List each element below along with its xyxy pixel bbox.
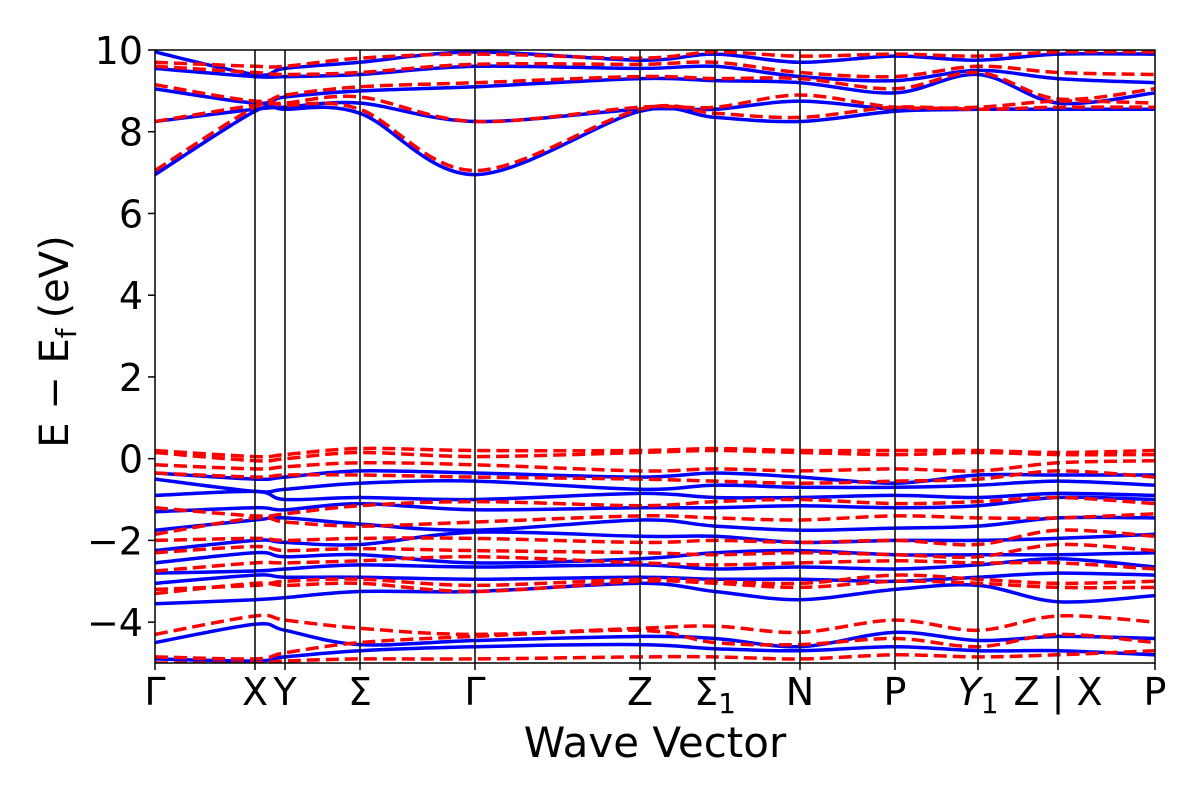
x-tick-label-5: Z (627, 670, 653, 714)
solid-band-line-16 (155, 642, 1155, 663)
x-tick-label-4: Γ (464, 670, 485, 714)
x-tick-label-11: P (1144, 670, 1167, 714)
y-tick-label: 8 (119, 111, 143, 155)
dashed-band-line-1 (155, 93, 1155, 124)
y-tick-label: 2 (119, 356, 143, 400)
dashed-band-line-7 (155, 458, 1155, 473)
x-tick-label-7: N (786, 670, 814, 714)
solid-band-line-0 (155, 104, 1155, 177)
x-tick-label-8: P (884, 670, 907, 714)
dashed-band-line-12 (155, 542, 1155, 559)
y-tick-label: 0 (119, 438, 143, 482)
x-tick-label-2: Y (272, 670, 297, 714)
plot-frame (154, 49, 1156, 664)
y-tick-label: 6 (119, 192, 143, 236)
y-axis-title: E − Ef (eV) (32, 235, 83, 448)
x-tick-label-10: Z | X (1013, 670, 1102, 715)
y-tick-label: 4 (119, 274, 143, 318)
dashed-band-line-11 (155, 528, 1155, 547)
x-tick-label-0: Γ (144, 670, 165, 714)
x-axis-ticks: Γ X Y Σ Γ Z Σ1 N P Y1 Z | X P (144, 663, 1166, 720)
dashed-band-line-6 (155, 448, 1155, 463)
solid-band-line-12 (155, 557, 1155, 575)
y-axis-title-subscript: f (50, 327, 83, 338)
y-tick-label: −2 (87, 519, 143, 563)
x-axis-title: Wave Vector (524, 718, 787, 767)
y-axis-ticks: −4 −2 0 2 4 6 8 10 (87, 29, 155, 645)
kpoint-divider-lines (254, 50, 1059, 663)
solid-band-line-14 (155, 581, 1155, 606)
bands-layer (155, 50, 1155, 663)
dashed-band-line-16 (155, 613, 1155, 637)
x-tick-label-1: X (242, 670, 268, 714)
y-tick-label: −4 (87, 601, 143, 645)
y-axis-title-main: E − E (32, 338, 78, 448)
x-tick-label-9: Y1 (957, 670, 998, 720)
dashed-band-line-0 (155, 99, 1155, 173)
dashed-band-line-2 (155, 70, 1155, 104)
dashed-band-line-17 (155, 628, 1155, 661)
x-tick-label-6: Σ1 (694, 670, 736, 720)
solid-band-line-7 (155, 489, 1155, 502)
y-axis-title-unit: (eV) (32, 235, 78, 318)
y-tick-label: 10 (95, 29, 143, 73)
x-tick-label-3: Σ (348, 670, 372, 714)
